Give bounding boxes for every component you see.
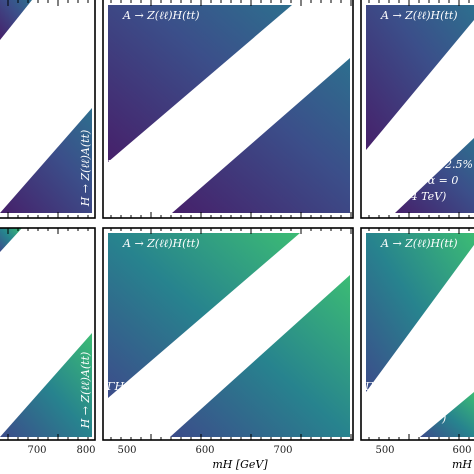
panel-title: A → Z(ℓℓ)H(tt) [380,9,458,22]
panel: A → Z(ℓℓ)H(tt) ΓH,A/mH,A = 1.0% tβ = 1, cβ… [106,0,352,218]
panel: H → Z(ℓℓ)A(tt) [7,228,92,440]
panel: H → Z(ℓℓ)A(tt) [7,0,92,218]
x-axis-label: mH [452,458,472,471]
panel: A → Z(ℓℓ)H(tt) ΓH,A/mH,A = 10.0% tβ = 1, c… [106,228,352,440]
panel-frame [102,227,354,441]
heatmap-region [170,275,350,437]
panel-frame [0,0,96,219]
panel: A → Z(ℓℓ)H(tt) ΓH,A/mH,A = 2.5% tβ = 1, cβ… [364,0,473,218]
panel-title: A → Z(ℓℓ)H(tt) [122,237,200,250]
heatmap-region [395,138,474,213]
heatmap-region [366,5,474,150]
panel-annotation: ΓH,A/mH,A = 10.0% [106,380,222,393]
x-tick-label: 500 [117,445,136,456]
panel-annotation: tβ = 1, cβ−α = 0 [365,396,458,409]
panel-annotation: 3 ab⁻¹(14 TeV) [107,412,188,425]
x-tick-label: 700 [27,445,46,456]
x-tick-label: 700 [273,445,292,456]
heatmaps [0,0,474,437]
panel-title: A → Z(ℓℓ)H(tt) [122,9,200,22]
panel-annotation: tβ = 1, cβ−α = 0 [365,174,458,187]
panel-annotation: tβ = 1, cβ−α = 0 [107,174,200,187]
heatmap-region [366,233,474,392]
heatmap-region [0,0,32,40]
panel-texts: H → Z(ℓℓ)A(tt) A → Z(ℓℓ)H(tt) ΓH,A/mH,A = … [7,0,474,471]
panel-side-label: H → Z(ℓℓ)A(tt) [79,130,92,208]
x-axis-label: mH [GeV] [212,458,268,471]
panel-title: A → Z(ℓℓ)H(tt) [380,237,458,250]
heatmap-region [0,108,92,213]
heatmap-region [108,5,292,162]
panel-annotation: 3 ab⁻¹(14 TeV) [365,190,446,203]
x-tick-label: 600 [195,445,214,456]
x-tick-label: 600 [452,445,471,456]
heatmap-region [172,58,350,213]
panel-annotation: 3 ab⁻¹(14 TeV) [365,412,446,425]
heatmap-region [420,392,474,437]
heatmap-region [0,333,92,437]
panel-annotation: 3 ab⁻¹(14 TeV) [107,190,188,203]
panel-side-label: H → Z(ℓℓ)A(tt) [79,352,92,430]
x-tick-label: 800 [76,445,95,456]
panel-annotation: tβ = 1, cβ−α = 0 [107,396,200,409]
panel-frame [0,227,96,441]
panel-frame [102,0,354,219]
panel-annotation: ΓH,A/mH,A = 1.0% [106,158,215,171]
panel-annotation: ΓH,A/mH,A = 2.5% [364,158,473,171]
x-tick-label: 500 [375,445,394,456]
heatmap-region [108,233,300,398]
panel: A → Z(ℓℓ)H(tt) ΓH,A/mH,A = 25.0% tβ = 1, c… [364,228,474,440]
heatmap-region [0,228,22,252]
panel-annotation: ΓH,A/mH,A = 25.0% [364,380,474,393]
